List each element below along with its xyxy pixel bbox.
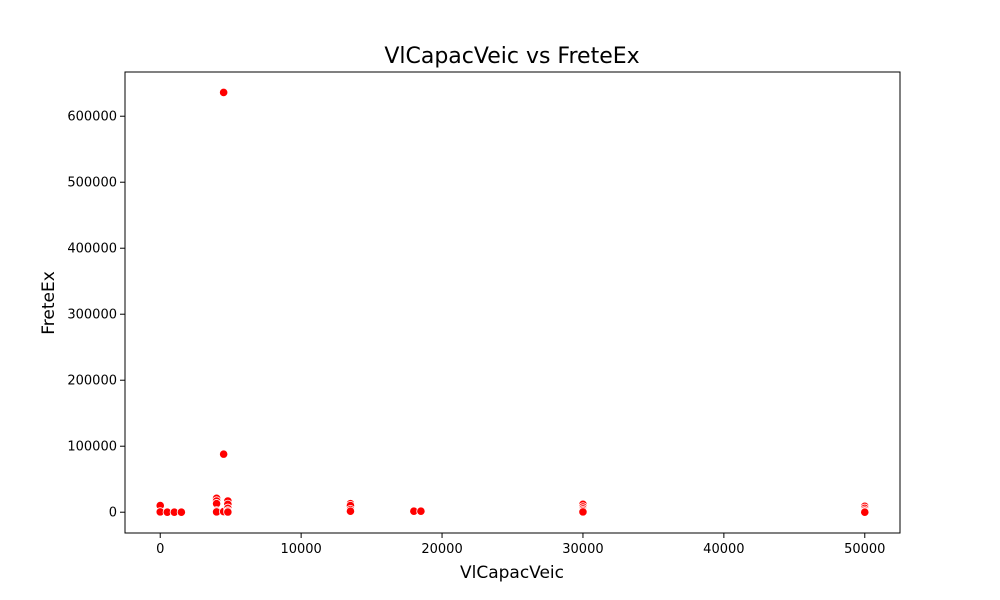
- y-tick-label: 600000: [67, 110, 117, 125]
- x-tick-label: 10000: [280, 542, 321, 557]
- y-tick-label: 300000: [67, 308, 117, 323]
- scatter-point: [416, 506, 426, 516]
- x-tick-label: 0: [156, 542, 164, 557]
- x-axis-label: VlCapacVeic: [460, 563, 564, 583]
- x-axis: 0 10000 20000 30000 40000 50000: [156, 533, 885, 557]
- x-tick-label: 20000: [421, 542, 462, 557]
- x-tick-label: 40000: [703, 542, 744, 557]
- y-tick-label: 500000: [67, 176, 117, 191]
- x-tick-label: 30000: [562, 542, 603, 557]
- scatter-point: [219, 449, 229, 459]
- y-tick-label: 200000: [67, 374, 117, 389]
- scatter-point: [345, 506, 356, 516]
- scatter-point: [860, 507, 870, 517]
- x-tick-label: 50000: [844, 542, 885, 557]
- plot-area-frame: [124, 71, 901, 534]
- y-tick-label: 400000: [67, 242, 117, 257]
- scatter-point: [219, 87, 229, 98]
- scatter-point: [223, 507, 233, 517]
- y-axis: 0 100000 200000 300000 400000 500000 600000: [67, 110, 125, 521]
- y-tick-label: 0: [109, 506, 117, 521]
- scatter-point: [176, 507, 186, 517]
- y-axis-label: FreteEx: [39, 271, 59, 335]
- scatter-point: [578, 507, 588, 517]
- data-points: [155, 87, 870, 517]
- y-tick-label: 100000: [67, 440, 117, 455]
- chart-title: VlCapacVeic vs FreteEx: [384, 44, 639, 69]
